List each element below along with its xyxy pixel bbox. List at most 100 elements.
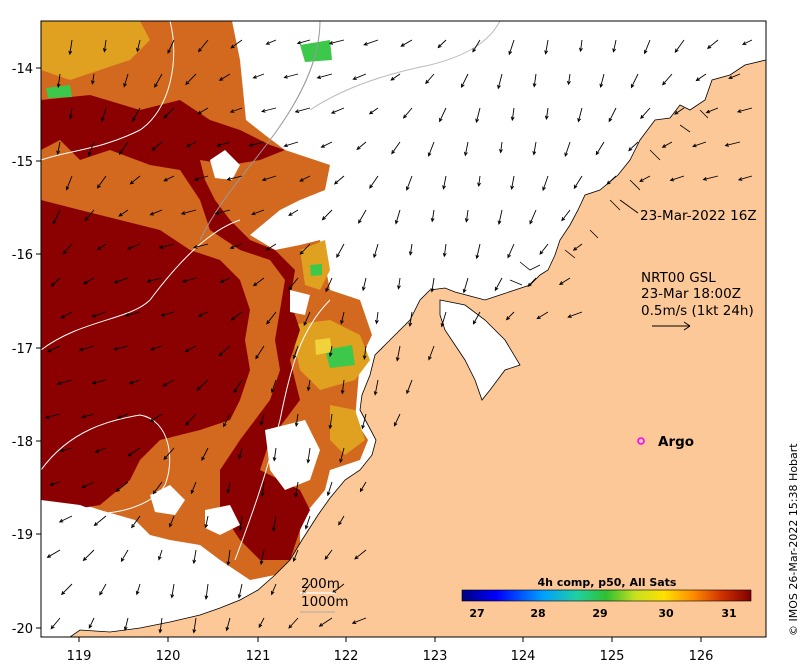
current-arrow xyxy=(120,549,129,563)
current-arrow xyxy=(316,73,333,80)
current-arrow xyxy=(50,277,61,287)
current-arrow xyxy=(252,73,265,79)
current-arrow xyxy=(118,209,129,217)
cloud-gap-3 xyxy=(265,420,320,490)
current-arrow xyxy=(170,583,175,599)
current-arrow xyxy=(88,141,95,157)
sst-green-2 xyxy=(46,85,72,98)
current-arrow xyxy=(505,311,515,321)
current-arrow xyxy=(218,345,231,357)
current-arrow xyxy=(325,277,333,293)
current-arrow xyxy=(223,413,231,428)
y-tick-label: -20 xyxy=(12,622,33,637)
current-arrow xyxy=(363,39,379,46)
colorbar: 4h comp, p50, All Sats 27 28 29 30 31 xyxy=(461,576,752,620)
current-arrow xyxy=(359,481,367,493)
current-arrow xyxy=(705,107,719,114)
current-arrow xyxy=(296,39,311,45)
current-arrow xyxy=(216,141,231,147)
land-mass xyxy=(69,59,766,637)
current-arrow xyxy=(62,243,73,255)
current-arrow xyxy=(226,481,231,494)
current-arrow xyxy=(59,447,73,453)
current-arrow xyxy=(472,311,481,325)
current-arrow xyxy=(475,243,481,260)
current-arrow xyxy=(58,515,73,523)
current-arrow xyxy=(266,311,277,325)
current-arrow xyxy=(158,617,163,634)
current-arrow xyxy=(340,311,345,325)
current-arrow xyxy=(558,277,571,285)
current-arrow xyxy=(128,379,141,385)
current-arrow xyxy=(324,549,333,561)
current-arrow xyxy=(96,243,107,251)
x-tick-label: 124 xyxy=(511,649,536,664)
current-arrow xyxy=(640,107,651,120)
current-arrow xyxy=(643,39,651,55)
current-arrow xyxy=(628,141,639,152)
current-arrow xyxy=(674,39,685,53)
current-arrow xyxy=(599,73,605,88)
current-arrow xyxy=(113,345,129,351)
current-arrow xyxy=(706,39,719,49)
current-arrow xyxy=(52,209,61,225)
current-arrow xyxy=(288,617,299,629)
current-arrow xyxy=(180,209,197,215)
current-arrow xyxy=(497,73,503,90)
current-arrow xyxy=(661,141,673,148)
current-arrow xyxy=(204,515,209,529)
current-arrow xyxy=(185,141,197,148)
current-arrow xyxy=(402,107,413,119)
current-arrow xyxy=(577,107,583,123)
current-arrow xyxy=(428,345,435,361)
current-arrow xyxy=(272,447,277,462)
credit-text: © IMOS 26-Mar-2022 15:38 Hobart xyxy=(787,443,800,636)
current-time: 23-Mar 18:00Z xyxy=(641,286,741,302)
current-arrow xyxy=(226,549,231,566)
current-arrow xyxy=(146,277,163,283)
current-arrow xyxy=(292,345,299,360)
current-arrow xyxy=(196,379,209,391)
current-arrow xyxy=(93,515,107,527)
current-arrow xyxy=(56,141,61,156)
current-arrow xyxy=(157,549,163,561)
colorbar-tick: 28 xyxy=(530,607,545,620)
current-arrow xyxy=(229,243,243,250)
current-arrow xyxy=(294,107,311,114)
axes-frame xyxy=(40,20,767,638)
current-arrow xyxy=(662,73,673,86)
x-tick-label: 119 xyxy=(67,649,92,664)
current-arrow xyxy=(361,413,367,430)
current-arrow xyxy=(131,107,141,122)
x-tick-label: 123 xyxy=(423,649,448,664)
sst-yellow-1 xyxy=(315,338,332,355)
argo-marker xyxy=(637,437,645,445)
current-arrow xyxy=(299,243,311,255)
current-arrow xyxy=(163,175,175,182)
contour-200m xyxy=(41,21,175,161)
sst-dark-red-main xyxy=(41,105,310,560)
current-arrow xyxy=(252,277,265,287)
current-arrow xyxy=(182,277,197,283)
current-arrow xyxy=(437,39,447,49)
current-arrow xyxy=(129,175,141,185)
current-arrow xyxy=(542,175,549,192)
contour-1000m xyxy=(199,21,321,241)
current-arrow xyxy=(728,73,741,80)
sst-green-4 xyxy=(325,345,355,368)
current-arrow xyxy=(463,141,469,157)
current-arrow xyxy=(151,141,163,151)
current-arrow xyxy=(260,481,265,497)
current-arrow xyxy=(374,311,379,325)
current-arrow xyxy=(270,583,277,596)
current-arrow xyxy=(272,515,277,532)
current-arrow xyxy=(259,549,265,566)
current-arrow xyxy=(566,73,571,86)
current-arrow xyxy=(193,243,209,249)
current-arrow xyxy=(68,39,73,56)
sst-field xyxy=(41,21,372,637)
current-arrow xyxy=(158,243,175,249)
current-arrow xyxy=(214,209,231,215)
y-tick-label: -17 xyxy=(12,342,33,357)
